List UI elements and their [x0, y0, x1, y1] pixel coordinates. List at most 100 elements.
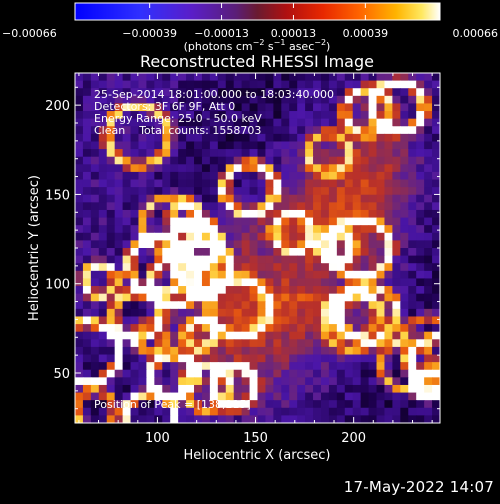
- image-pixel: [352, 286, 362, 295]
- image-pixel: [217, 80, 227, 89]
- image-pixel: [162, 346, 171, 356]
- image-pixel: [106, 141, 116, 150]
- image-pixel: [114, 225, 124, 234]
- image-pixel: [146, 270, 155, 280]
- image-pixel: [424, 156, 433, 165]
- image-pixel: [368, 133, 378, 143]
- image-pixel: [297, 171, 306, 181]
- image-pixel: [194, 339, 203, 348]
- image-pixel: [146, 384, 155, 394]
- image-pixel: [432, 377, 440, 386]
- image-pixel: [75, 149, 84, 158]
- image-pixel: [368, 217, 378, 226]
- image-pixel: [257, 194, 267, 203]
- image-pixel: [416, 126, 425, 135]
- image-pixel: [273, 316, 282, 325]
- image-pixel: [424, 308, 433, 318]
- image-pixel: [170, 126, 179, 135]
- image-pixel: [297, 202, 306, 211]
- image-pixel: [186, 95, 195, 105]
- image-pixel: [297, 377, 306, 386]
- image-pixel: [313, 149, 322, 158]
- image-pixel: [209, 331, 219, 340]
- image-pixel: [368, 400, 378, 409]
- image-pixel: [416, 232, 425, 241]
- image-pixel: [241, 278, 251, 287]
- image-pixel: [201, 293, 211, 302]
- image-pixel: [368, 362, 378, 371]
- image-pixel: [170, 88, 179, 97]
- image-pixel: [233, 308, 243, 318]
- image-pixel: [424, 133, 433, 143]
- image-pixel: [328, 415, 338, 423]
- image-pixel: [265, 377, 274, 386]
- image-pixel: [336, 316, 346, 325]
- image-pixel: [257, 95, 267, 105]
- image-pixel: [328, 80, 338, 89]
- image-pixel: [432, 217, 440, 226]
- image-pixel: [265, 187, 274, 196]
- image-pixel: [106, 179, 116, 188]
- image-pixel: [162, 316, 171, 325]
- image-pixel: [408, 232, 417, 241]
- image-pixel: [75, 194, 84, 203]
- image-pixel: [352, 293, 362, 302]
- image-pixel: [138, 187, 148, 196]
- image-pixel: [344, 141, 354, 150]
- image-pixel: [352, 171, 362, 181]
- image-pixel: [360, 80, 370, 89]
- image-pixel: [360, 286, 370, 295]
- image-pixel: [424, 384, 433, 394]
- image-pixel: [257, 263, 267, 272]
- image-pixel: [162, 156, 171, 165]
- image-pixel: [114, 384, 124, 394]
- image-pixel: [162, 308, 171, 318]
- image-pixel: [289, 362, 298, 371]
- image-pixel: [98, 324, 108, 333]
- image-pixel: [162, 263, 171, 272]
- image-pixel: [257, 156, 267, 165]
- image-pixel: [170, 384, 179, 394]
- image-pixel: [225, 346, 235, 356]
- image-pixel: [186, 286, 195, 295]
- image-pixel: [82, 164, 92, 173]
- image-pixel: [344, 392, 354, 401]
- image-pixel: [432, 194, 440, 203]
- image-pixel: [75, 171, 84, 181]
- image-pixel: [344, 331, 354, 340]
- image-pixel: [241, 362, 251, 371]
- image-pixel: [75, 156, 84, 165]
- image-pixel: [368, 194, 378, 203]
- image-pixel: [106, 384, 116, 394]
- image-pixel: [400, 111, 409, 120]
- image-pixel: [320, 255, 330, 264]
- image-pixel: [392, 263, 401, 272]
- image-pixel: [241, 232, 251, 241]
- image-pixel: [400, 95, 409, 105]
- image-pixel: [249, 324, 259, 333]
- image-pixel: [416, 73, 425, 82]
- image-pixel: [201, 270, 211, 280]
- image-pixel: [305, 133, 314, 143]
- image-pixel: [82, 316, 92, 325]
- image-pixel: [368, 384, 378, 394]
- image-pixel: [384, 194, 393, 203]
- image-pixel: [352, 301, 362, 310]
- image-pixel: [281, 95, 290, 105]
- image-pixel: [82, 80, 92, 89]
- image-pixel: [170, 187, 179, 196]
- image-pixel: [344, 248, 354, 257]
- image-pixel: [392, 88, 401, 97]
- image-pixel: [114, 331, 124, 340]
- image-pixel: [281, 400, 290, 409]
- image-pixel: [114, 126, 124, 135]
- image-pixel: [273, 202, 282, 211]
- image-pixel: [146, 225, 155, 234]
- image-pixel: [225, 225, 235, 234]
- image-pixel: [75, 164, 84, 173]
- image-pixel: [368, 202, 378, 211]
- image-pixel: [281, 278, 290, 287]
- image-pixel: [138, 270, 148, 280]
- image-pixel: [392, 103, 401, 112]
- image-pixel: [82, 133, 92, 143]
